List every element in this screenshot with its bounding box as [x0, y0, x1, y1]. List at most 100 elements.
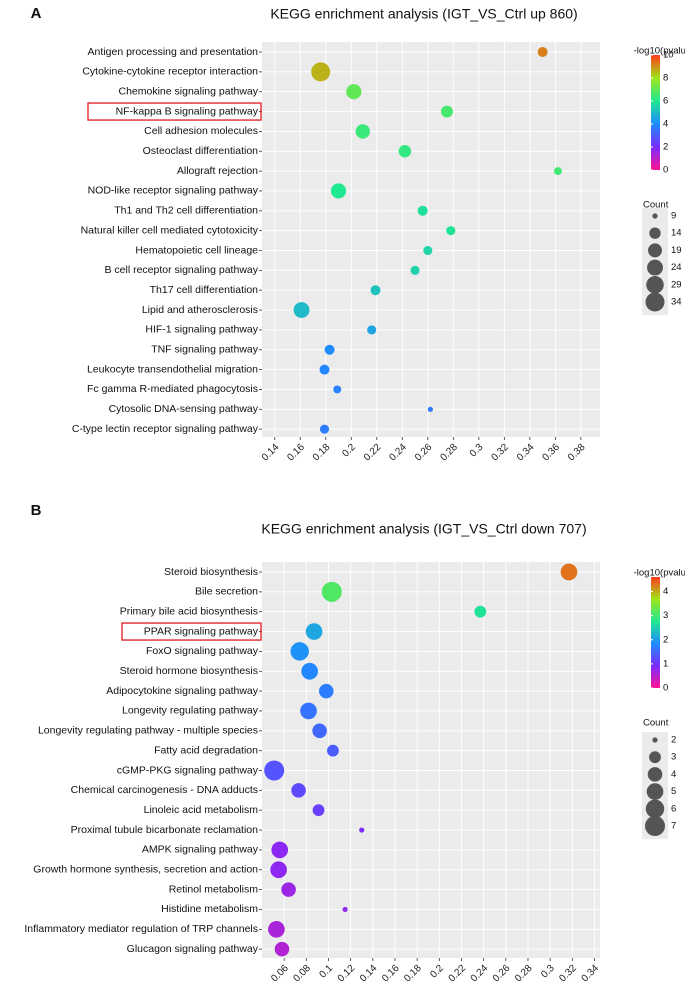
x-tick-label: 0.28: [513, 963, 535, 983]
x-tick-label: 0.34: [580, 963, 602, 983]
data-point: [346, 84, 362, 100]
y-tick-label: Osteoclast differentiation: [143, 145, 259, 157]
size-legend-label: 2: [671, 735, 676, 746]
x-tick-label: 0.34: [515, 442, 537, 464]
data-point: [318, 683, 334, 699]
y-tick-label: Primary bile acid biosynthesis: [120, 605, 258, 617]
colorbar-tick-label: 1: [663, 658, 668, 669]
data-point: [281, 882, 296, 897]
size-legend-label: 19: [671, 245, 682, 256]
y-tick-label: Growth hormone synthesis, secretion and …: [33, 864, 258, 876]
colorbar-tick-label: 10: [663, 50, 674, 61]
size-legend-dot: [649, 751, 661, 764]
x-tick-label: 0.1: [318, 963, 336, 981]
panel-label: B: [31, 502, 42, 519]
colorbar-tick-label: 2: [663, 142, 668, 153]
y-tick-label: Adipocytokine signaling pathway: [106, 685, 259, 697]
data-point: [333, 385, 342, 394]
y-tick-label: NF-kappa B signaling pathway: [116, 105, 259, 117]
data-point: [440, 105, 453, 118]
x-tick-label: 0.18: [311, 442, 333, 464]
color-legend-title: -log10(pvalue): [634, 568, 685, 579]
y-tick-label: Lipid and atherosclerosis: [142, 304, 258, 316]
y-tick-label: Cell adhesion molecules: [144, 125, 258, 137]
colorbar-tick-label: 4: [663, 119, 668, 130]
y-tick-label: Allograft rejection: [177, 165, 258, 177]
colorbar-tick-label: 3: [663, 610, 668, 621]
highlight-box: [87, 102, 262, 121]
size-legend-dot: [646, 276, 664, 294]
data-point: [398, 144, 412, 158]
colorbar-tick-label: 0: [663, 683, 668, 694]
x-tick-label: 0.22: [447, 963, 469, 983]
size-legend-label: 34: [671, 297, 682, 308]
data-point: [312, 804, 325, 817]
data-point: [291, 783, 306, 798]
x-tick-label: 0.36: [540, 442, 562, 464]
y-tick-label: Th1 and Th2 cell differentiation: [114, 205, 258, 217]
color-legend-title: -log10(pvalue): [634, 46, 685, 57]
x-tick-label: 0.14: [260, 442, 282, 464]
data-point: [553, 167, 562, 176]
y-tick-label: PPAR signaling pathway: [144, 625, 259, 637]
size-legend-dot: [647, 767, 663, 782]
y-tick-label: Longevity regulating pathway: [122, 705, 259, 717]
y-tick-label: Proximal tubule bicarbonate reclamation: [71, 824, 259, 836]
y-tick-label: Natural killer cell mediated cytotoxicit…: [81, 224, 259, 236]
y-tick-label: Histidine metabolism: [161, 903, 258, 915]
data-point: [319, 364, 330, 375]
data-point: [290, 642, 309, 661]
y-tick-label: C-type lectin receptor signaling pathway: [72, 423, 259, 435]
data-point: [300, 702, 317, 720]
x-tick-label: 0.24: [387, 442, 409, 464]
size-legend-label: 4: [671, 769, 676, 780]
y-tick-label: Linoleic acid metabolism: [144, 804, 259, 816]
plot-background: [262, 562, 600, 958]
plot-background: [262, 42, 600, 437]
colorbar-tick-label: 6: [663, 96, 668, 107]
data-point: [301, 662, 318, 680]
y-tick-label: Cytosolic DNA-sensing pathway: [109, 403, 259, 415]
data-point: [410, 265, 420, 275]
data-point: [327, 744, 339, 757]
y-tick-label: Fatty acid degradation: [154, 744, 258, 756]
data-point: [367, 325, 377, 335]
data-point: [324, 344, 335, 355]
y-tick-label: FoxO signaling pathway: [146, 645, 259, 657]
data-point: [423, 245, 433, 256]
y-tick-label: B cell receptor signaling pathway: [104, 264, 258, 276]
y-tick-label: Antigen processing and presentation: [88, 46, 259, 58]
data-point: [427, 406, 433, 412]
y-tick-label: NOD-like receptor signaling pathway: [88, 185, 259, 197]
data-point: [342, 906, 348, 913]
y-tick-label: Chemokine signaling pathway: [119, 85, 259, 97]
y-tick-label: Inflammatory mediator regulation of TRP …: [24, 923, 258, 935]
data-point: [359, 827, 365, 833]
y-tick-label: Leukocyte transendothelial migration: [87, 363, 258, 375]
size-legend-dot: [645, 799, 665, 819]
size-legend-dot: [645, 292, 665, 312]
y-tick-label: Longevity regulating pathway - multiple …: [38, 725, 258, 737]
size-legend-label: 7: [671, 821, 676, 832]
y-tick-label: HIF-1 signaling pathway: [145, 324, 258, 336]
y-tick-label: Steroid biosynthesis: [164, 566, 258, 578]
panel-label: A: [31, 5, 42, 22]
colorbar-tick-label: 2: [663, 634, 668, 645]
data-point: [370, 285, 381, 296]
x-tick-label: 0.3: [468, 442, 486, 460]
size-legend-label: 24: [671, 262, 682, 273]
data-point: [321, 581, 342, 602]
size-legend-label: 5: [671, 786, 676, 797]
highlight-box: [121, 622, 262, 641]
data-point: [330, 183, 347, 199]
x-tick-label: 0.28: [438, 442, 460, 464]
data-point: [268, 920, 285, 938]
data-point: [537, 47, 548, 57]
colorbar-tick-label: 0: [663, 165, 668, 176]
size-legend-dot: [652, 213, 658, 219]
data-point: [446, 226, 456, 236]
colorbar-tick-label: 4: [663, 586, 668, 597]
y-tick-label: Chemical carcinogenesis - DNA adducts: [71, 784, 258, 796]
data-point: [274, 941, 290, 957]
data-point: [293, 302, 310, 318]
